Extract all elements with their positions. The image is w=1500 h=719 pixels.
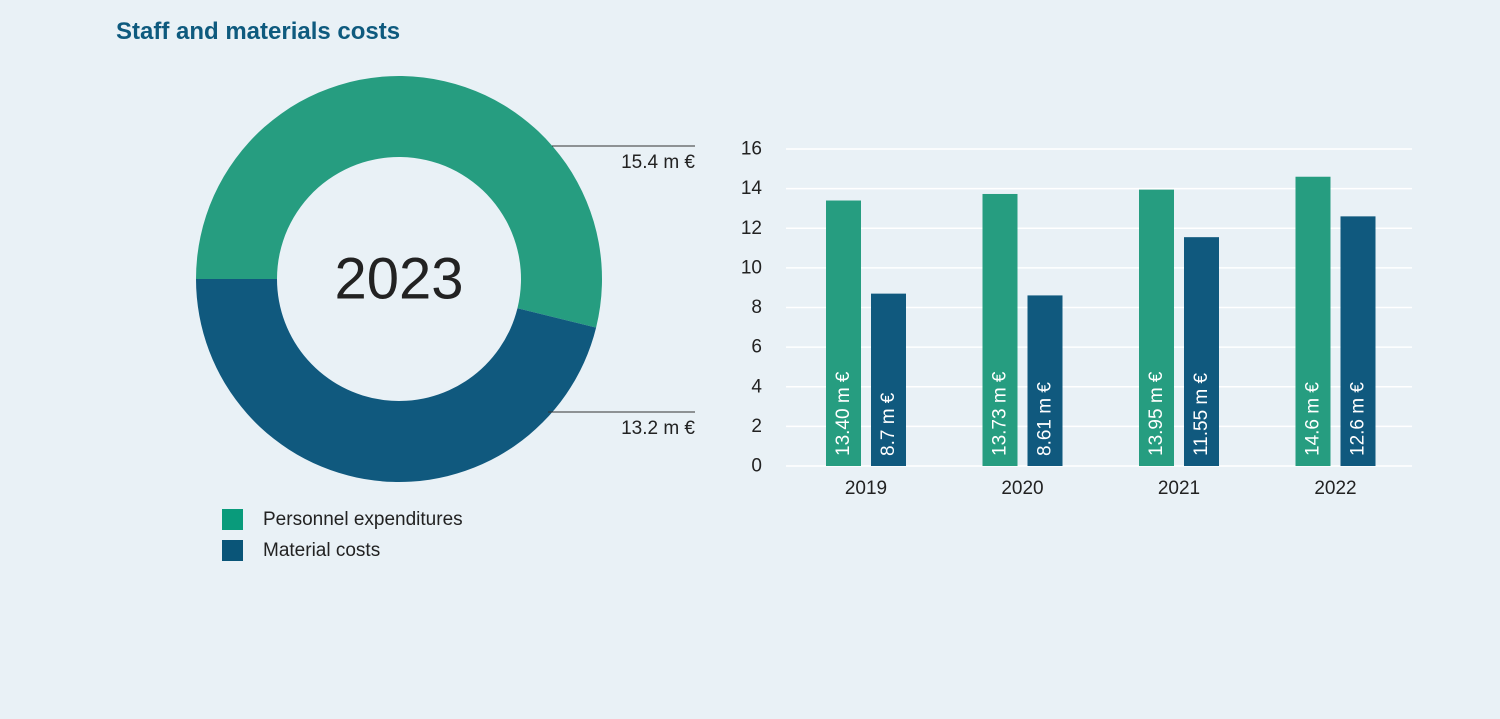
slice-value-label-material: 13.2 m €	[621, 418, 695, 439]
bar-personnel-2022	[1295, 176, 1331, 467]
x-tick-label: 2020	[1001, 478, 1043, 499]
bar-material-2020	[1027, 295, 1063, 466]
donut-chart: 15.4 m € 13.2 m € 2023	[196, 75, 695, 482]
bar-value-label: 14.6 m €	[1303, 382, 1324, 456]
bar-value-label: 8.61 m €	[1035, 382, 1056, 456]
legend: Personnel expenditures Material costs	[222, 504, 463, 566]
y-tick-label: 12	[741, 218, 762, 239]
donut-slice-personnel	[196, 75, 602, 328]
slice-value-label-personnel: 15.4 m €	[621, 152, 695, 173]
y-tick-label: 16	[741, 139, 762, 160]
legend-label-material: Material costs	[263, 539, 381, 561]
legend-item-material: Material costs	[222, 535, 463, 566]
y-tick-label: 2	[751, 416, 762, 437]
bar-chart: 0 2 4 6 8 10 12 14 16 13.40 m € 8.7 m € 2019 13.73 m…	[741, 139, 1412, 499]
legend-swatch-material	[222, 540, 243, 561]
legend-label-personnel: Personnel expenditures	[263, 508, 463, 530]
legend-item-personnel: Personnel expenditures	[222, 504, 463, 535]
bar-value-label: 12.6 m €	[1348, 382, 1369, 456]
donut-slice-material	[196, 279, 597, 482]
bar-material-2021	[1184, 237, 1219, 466]
y-tick-label: 4	[751, 376, 762, 397]
bar-value-label: 13.95 m €	[1146, 371, 1167, 456]
bar-value-label: 11.55 m €	[1191, 372, 1212, 456]
bar-material-2019	[871, 293, 906, 466]
x-tick-label: 2019	[845, 478, 887, 499]
bar-personnel-2021	[1139, 189, 1174, 466]
chart-title: Staff and materials costs	[116, 18, 401, 45]
bar-personnel-2020	[982, 193, 1018, 467]
bar-value-label: 8.7 m €	[878, 392, 899, 456]
y-tick-label: 14	[741, 178, 763, 199]
donut-center-label: 2023	[334, 247, 463, 312]
bar-value-label: 13.73 m €	[990, 371, 1011, 456]
legend-swatch-personnel	[222, 509, 243, 530]
bar-material-2022	[1340, 216, 1376, 466]
y-tick-label: 0	[751, 456, 762, 477]
bar-personnel-2019	[826, 200, 861, 466]
y-tick-label: 8	[751, 297, 762, 318]
bar-value-label: 13.40 m €	[833, 371, 854, 456]
y-tick-label: 6	[751, 337, 762, 358]
x-tick-label: 2021	[1158, 478, 1200, 499]
y-tick-label: 10	[741, 257, 762, 278]
x-tick-label: 2022	[1314, 478, 1356, 499]
